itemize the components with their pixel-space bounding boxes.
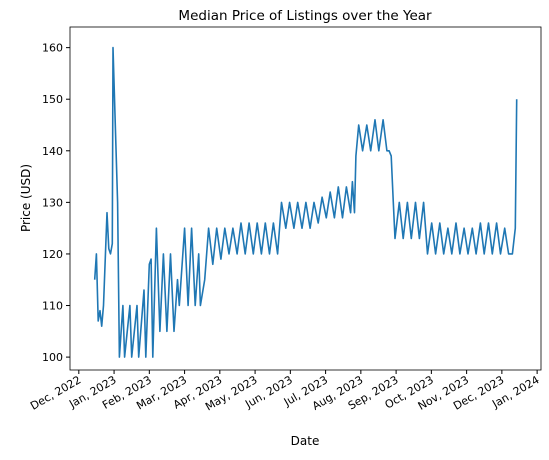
x-axis-label: Date	[291, 434, 320, 448]
chart-title: Median Price of Listings over the Year	[178, 8, 432, 24]
plot-frame	[69, 26, 542, 371]
y-tick-label: 110	[42, 300, 63, 313]
line-series	[93, 46, 518, 358]
y-tick-label: 140	[42, 145, 63, 158]
y-tick-label: 120	[42, 248, 63, 261]
y-tick-label: 130	[42, 196, 63, 209]
y-tick-label: 100	[42, 351, 63, 364]
y-axis-label: Price (USD)	[19, 164, 33, 232]
y-tick-label: 160	[42, 42, 63, 55]
y-tick-label: 150	[42, 93, 63, 106]
